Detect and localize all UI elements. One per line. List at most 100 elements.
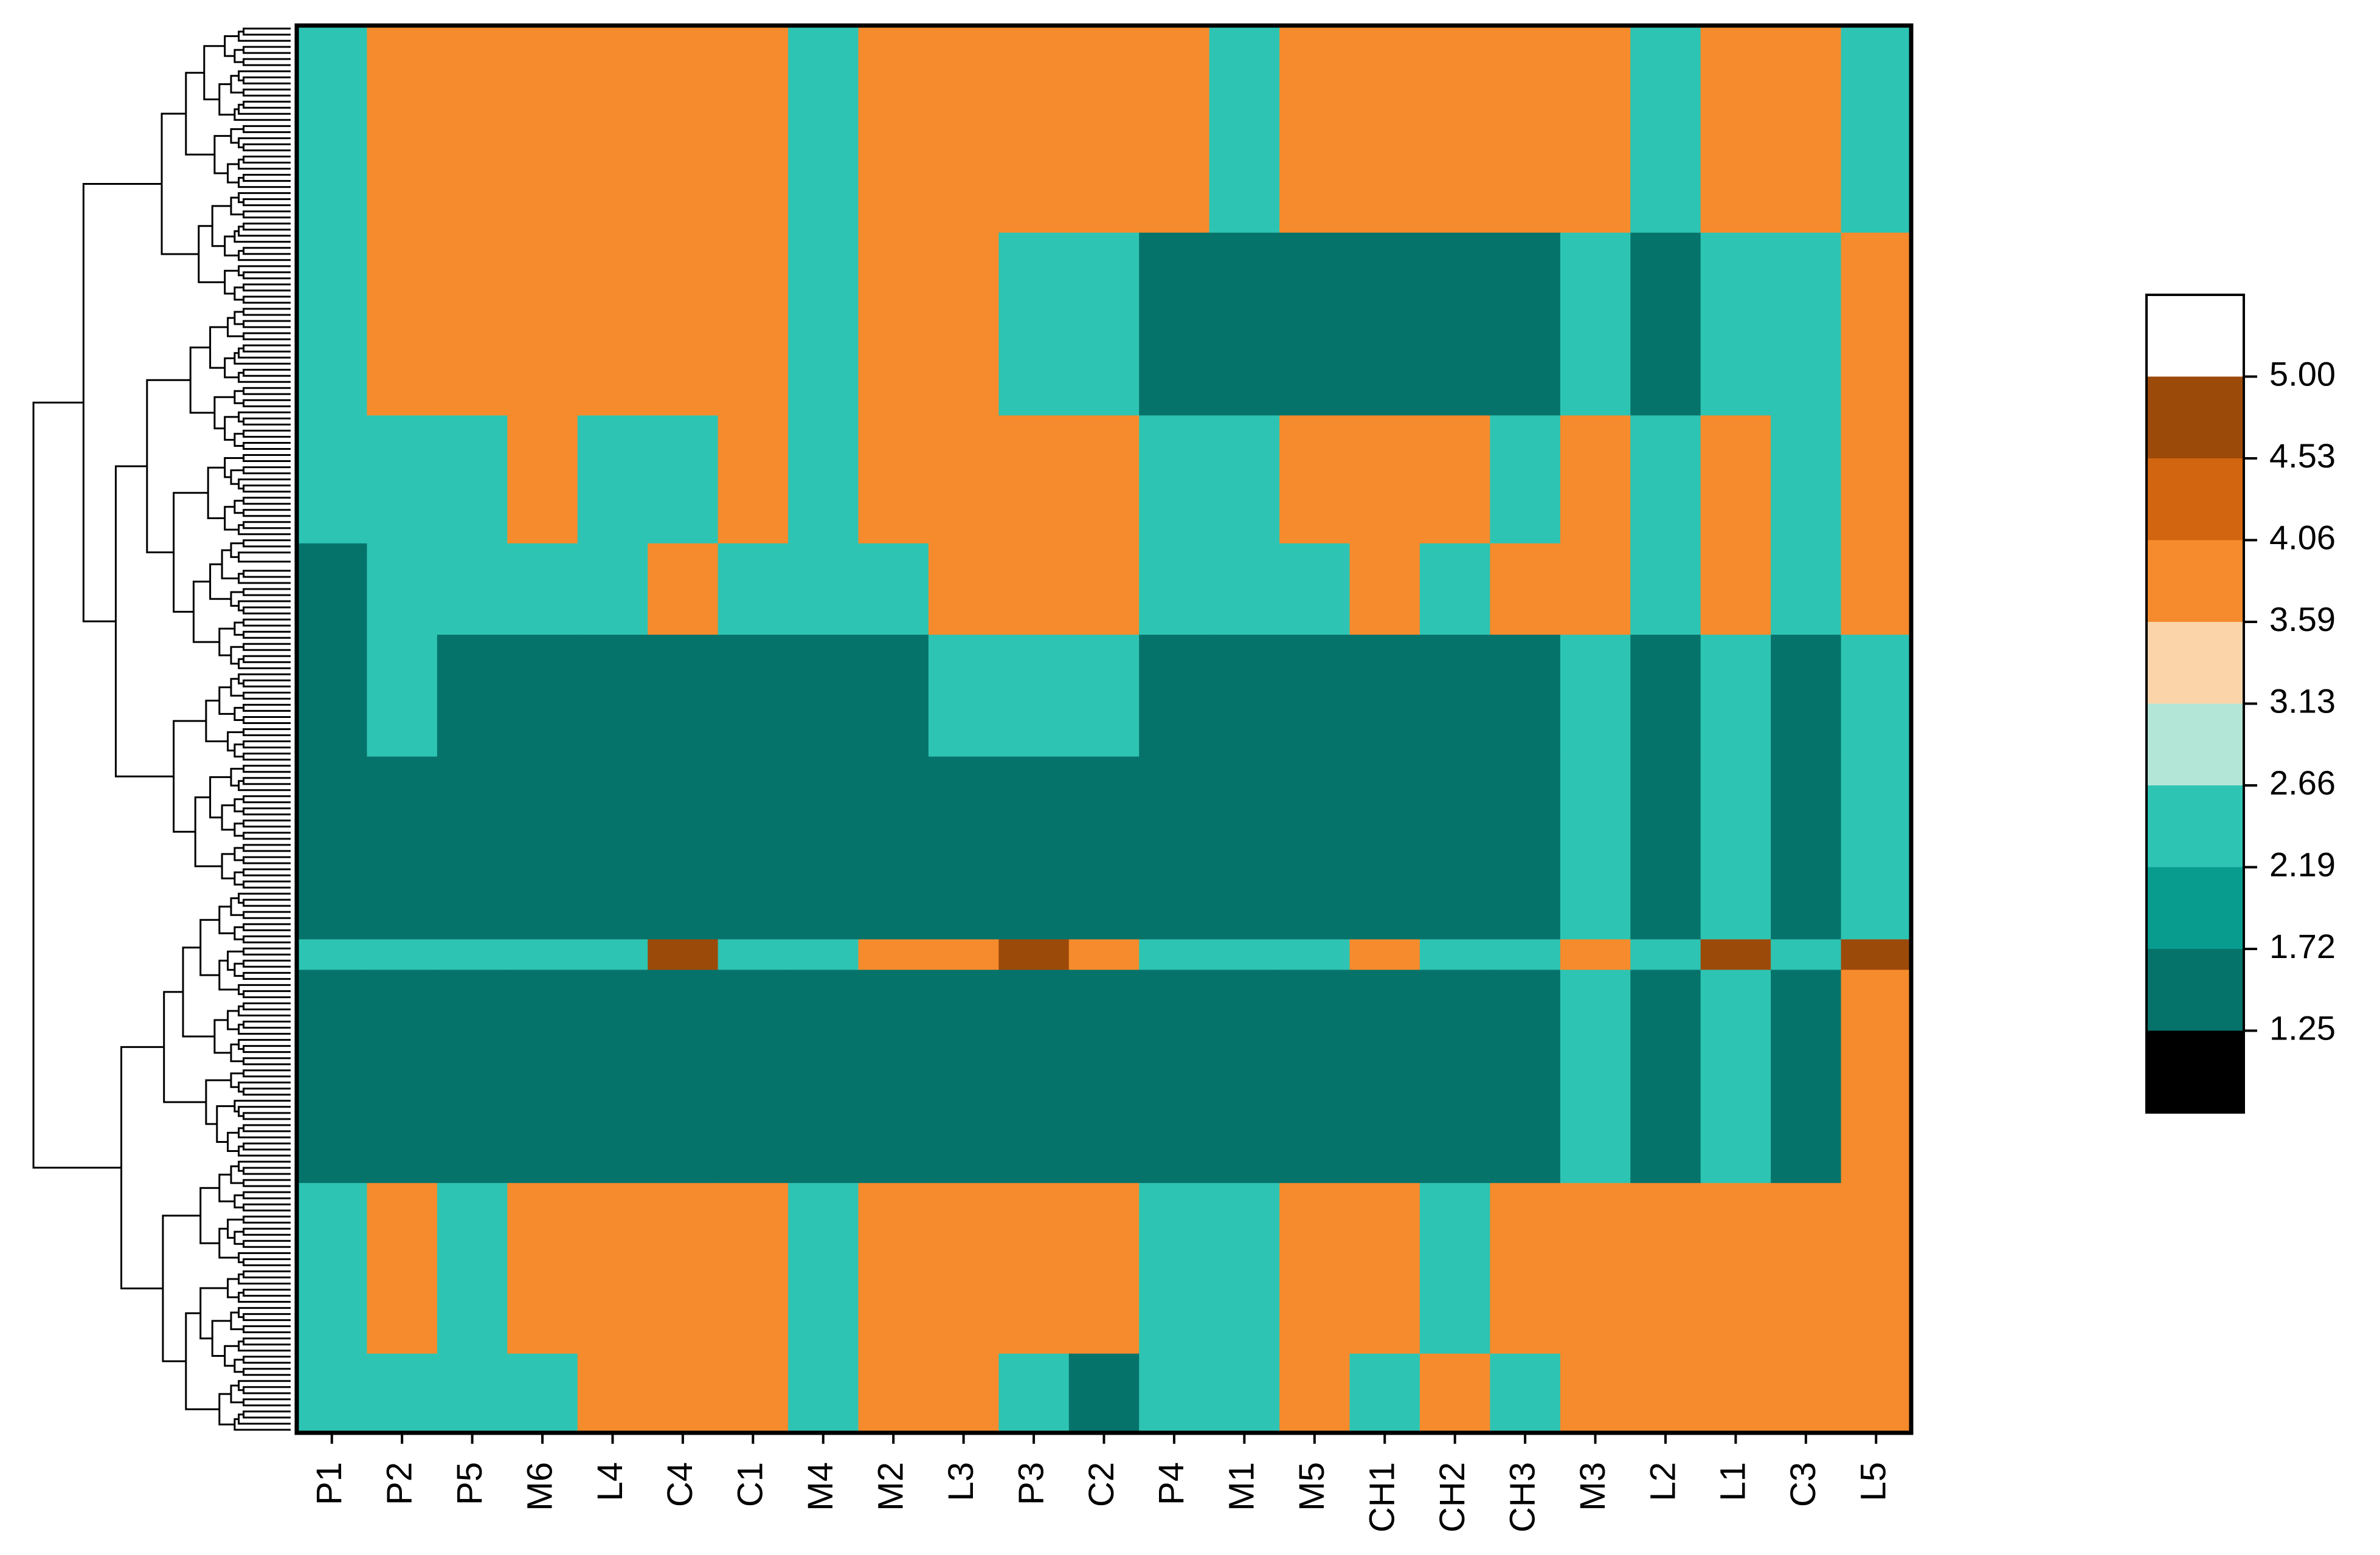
legend-label-1.72: 1.72	[2269, 927, 2336, 965]
heatmap-cell-M1-block-3	[1209, 415, 1280, 544]
heatmap-cell-C2-block-3	[1068, 415, 1140, 544]
heatmap-cell-P4-block-7	[1139, 939, 1210, 970]
heatmap-cell-M3-block-2	[1560, 232, 1631, 416]
heatmap-cell-L1-block-4	[1700, 543, 1771, 635]
heatmap-cell-P3-block-2	[998, 232, 1070, 416]
heatmap-cell-L3-block-6	[928, 756, 999, 940]
heatmap-cell-M4-block-8	[788, 970, 859, 1184]
heatmap-cell-L3-block-7	[928, 939, 999, 970]
heatmap-cell-P2-block-4	[367, 543, 438, 635]
heatmap-cell-C1-block-6	[718, 756, 789, 940]
heatmap-cell-M3-block-8	[1560, 970, 1631, 1184]
heatmap-cell-C4-block-6	[648, 756, 719, 940]
heatmap-cell-L3-block-10	[928, 1353, 999, 1433]
heatmap-cell-CH2-block-3	[1419, 415, 1490, 544]
legend-label-3.13: 3.13	[2269, 681, 2336, 720]
heatmap-cell-M4-block-7	[788, 939, 859, 970]
row-dendrogram	[32, 27, 291, 1431]
heatmap-cell-CH1-block-1	[1349, 26, 1420, 233]
heatmap-cell-C4-block-8	[648, 970, 719, 1184]
heatmap-cell-P4-block-8	[1139, 970, 1210, 1184]
heatmap-cell-C3-block-5	[1771, 635, 1842, 757]
column-label-L2: L2	[1643, 1462, 1683, 1502]
heatmap-cell-C3-block-9	[1771, 1183, 1842, 1354]
heatmap-cell-P3-block-7	[998, 939, 1070, 970]
heatmap-cell-P4-block-6	[1139, 756, 1210, 940]
heatmap-cell-P3-block-5	[998, 635, 1070, 757]
heatmap-cell-C2-block-4	[1068, 543, 1140, 635]
heatmap-cell-M1-block-10	[1209, 1353, 1280, 1433]
heatmap-cell-CH3-block-2	[1490, 232, 1561, 416]
heatmap-cell-CH3-block-3	[1490, 415, 1561, 544]
heatmap-cell-CH2-block-5	[1419, 635, 1490, 757]
heatmap-cell-P3-block-1	[998, 26, 1070, 233]
heatmap-cell-CH1-block-9	[1349, 1183, 1420, 1354]
legend-label-5.00: 5.00	[2269, 354, 2336, 393]
heatmap-cell-M4-block-6	[788, 756, 859, 940]
heatmap-cell-L2-block-10	[1630, 1353, 1701, 1433]
legend-swatch-2.19	[2146, 785, 2244, 867]
heatmap-cell-C3-block-4	[1771, 543, 1842, 635]
heatmap-cell-C4-block-5	[648, 635, 719, 757]
column-label-P5: P5	[450, 1462, 489, 1505]
heatmap-cell-C2-block-8	[1068, 970, 1140, 1184]
heatmap-cell-CH3-block-4	[1490, 543, 1561, 635]
heatmap-cell-P3-block-4	[998, 543, 1070, 635]
heatmap-cell-M6-block-1	[507, 26, 578, 233]
heatmap-cell-CH2-block-8	[1419, 970, 1490, 1184]
heatmap-cell-P1-block-10	[297, 1353, 368, 1433]
heatmap-cell-M2-block-10	[858, 1353, 929, 1433]
heatmap-cell-L2-block-8	[1630, 970, 1701, 1184]
heatmap-cell-M6-block-6	[507, 756, 578, 940]
heatmap-cell-L1-block-9	[1700, 1183, 1771, 1354]
heatmap-cell-P4-block-4	[1139, 543, 1210, 635]
heatmap-cell-M5-block-5	[1279, 635, 1351, 757]
heatmap-cell-M6-block-5	[507, 635, 578, 757]
heatmap-cell-M5-block-6	[1279, 756, 1351, 940]
column-label-CH3: CH3	[1503, 1462, 1542, 1533]
heatmap-cell-L4-block-7	[577, 939, 648, 970]
heatmap-cell-M5-block-10	[1279, 1353, 1351, 1433]
column-label-C4: C4	[660, 1462, 700, 1507]
heatmap-cell-P2-block-5	[367, 635, 438, 757]
heatmap-cell-M1-block-6	[1209, 756, 1280, 940]
heatmap-cell-M6-block-4	[507, 543, 578, 635]
heatmap-cell-M4-block-3	[788, 415, 859, 544]
column-labels: P1 P2 P5 M6 L4 C4 C1 M4 M2 L3 P3 C2 P4 M1 M5 CH1 CH2 CH3 M…	[310, 1433, 1894, 1533]
heatmap-cell-P3-block-10	[998, 1353, 1070, 1433]
heatmap-cell-CH1-block-6	[1349, 756, 1420, 940]
column-label-L4: L4	[590, 1462, 630, 1502]
heatmap-cell-P5-block-8	[437, 970, 508, 1184]
column-label-M2: M2	[871, 1462, 911, 1511]
heatmap-cell-P5-block-6	[437, 756, 508, 940]
heatmap-cell-CH3-block-9	[1490, 1183, 1561, 1354]
column-label-M5: M5	[1292, 1462, 1332, 1511]
column-label-M6: M6	[520, 1462, 559, 1511]
heatmap-cell-L3-block-5	[928, 635, 999, 757]
heatmap-cell-L2-block-2	[1630, 232, 1701, 416]
legend-swatch-2.66	[2146, 703, 2244, 786]
heatmap-cell-P4-block-5	[1139, 635, 1210, 757]
heatmap-cell-L2-block-1	[1630, 26, 1701, 233]
heatmap-cell-CH2-block-9	[1419, 1183, 1490, 1354]
heatmap-cell-CH3-block-7	[1490, 939, 1561, 970]
heatmap-cell-CH2-block-1	[1419, 26, 1490, 233]
heatmap-cell-P3-block-9	[998, 1183, 1070, 1354]
heatmap-cell-L3-block-4	[928, 543, 999, 635]
heatmap-cell-C1-block-1	[718, 26, 789, 233]
legend-label-1.25: 1.25	[2269, 1009, 2336, 1047]
heatmap-cell-CH1-block-8	[1349, 970, 1420, 1184]
heatmap-cell-C1-block-3	[718, 415, 789, 544]
heatmap-cell-L3-block-9	[928, 1183, 999, 1354]
heatmap-cell-P2-block-3	[367, 415, 438, 544]
heatmap-cell-L5-block-9	[1841, 1183, 1912, 1354]
heatmap-cell-P1-block-4	[297, 543, 368, 635]
heatmap-cell-C2-block-7	[1068, 939, 1140, 970]
heatmap-cell-L2-block-3	[1630, 415, 1701, 544]
heatmap-cell-M5-block-9	[1279, 1183, 1351, 1354]
column-label-L3: L3	[941, 1462, 981, 1502]
heatmap-cell-C4-block-2	[648, 232, 719, 416]
heatmap-cell-M6-block-10	[507, 1353, 578, 1433]
heatmap-cell-L3-block-1	[928, 26, 999, 233]
heatmap-cell-CH2-block-4	[1419, 543, 1490, 635]
